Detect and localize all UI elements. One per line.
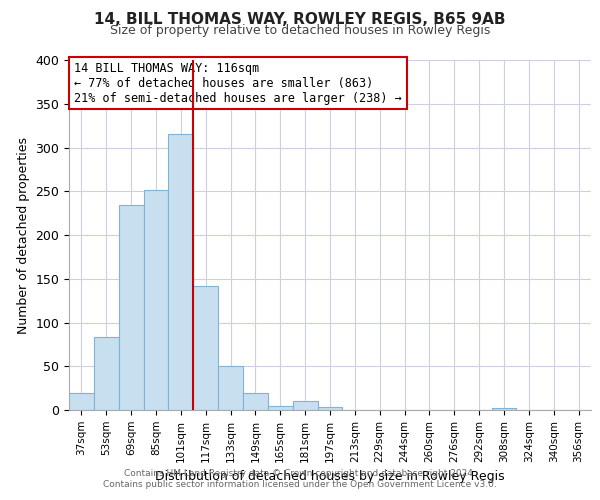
- Bar: [491, 408, 517, 410]
- X-axis label: Distribution of detached houses by size in Rowley Regis: Distribution of detached houses by size …: [155, 470, 505, 483]
- Text: Contains HM Land Registry data © Crown copyright and database right 2024.: Contains HM Land Registry data © Crown c…: [124, 468, 476, 477]
- Text: 14 BILL THOMAS WAY: 116sqm
← 77% of detached houses are smaller (863)
21% of sem: 14 BILL THOMAS WAY: 116sqm ← 77% of deta…: [74, 62, 402, 105]
- Bar: [94, 338, 119, 410]
- Text: Contains public sector information licensed under the Open Government Licence v3: Contains public sector information licen…: [103, 480, 497, 489]
- Bar: [293, 401, 317, 410]
- Bar: [218, 366, 243, 410]
- Bar: [243, 392, 268, 410]
- Text: 14, BILL THOMAS WAY, ROWLEY REGIS, B65 9AB: 14, BILL THOMAS WAY, ROWLEY REGIS, B65 9…: [94, 12, 506, 28]
- Bar: [143, 190, 169, 410]
- Bar: [169, 134, 193, 410]
- Bar: [193, 286, 218, 410]
- Y-axis label: Number of detached properties: Number of detached properties: [17, 136, 30, 334]
- Bar: [317, 406, 343, 410]
- Bar: [268, 406, 293, 410]
- Text: Size of property relative to detached houses in Rowley Regis: Size of property relative to detached ho…: [110, 24, 490, 37]
- Bar: [119, 205, 143, 410]
- Bar: [69, 394, 94, 410]
